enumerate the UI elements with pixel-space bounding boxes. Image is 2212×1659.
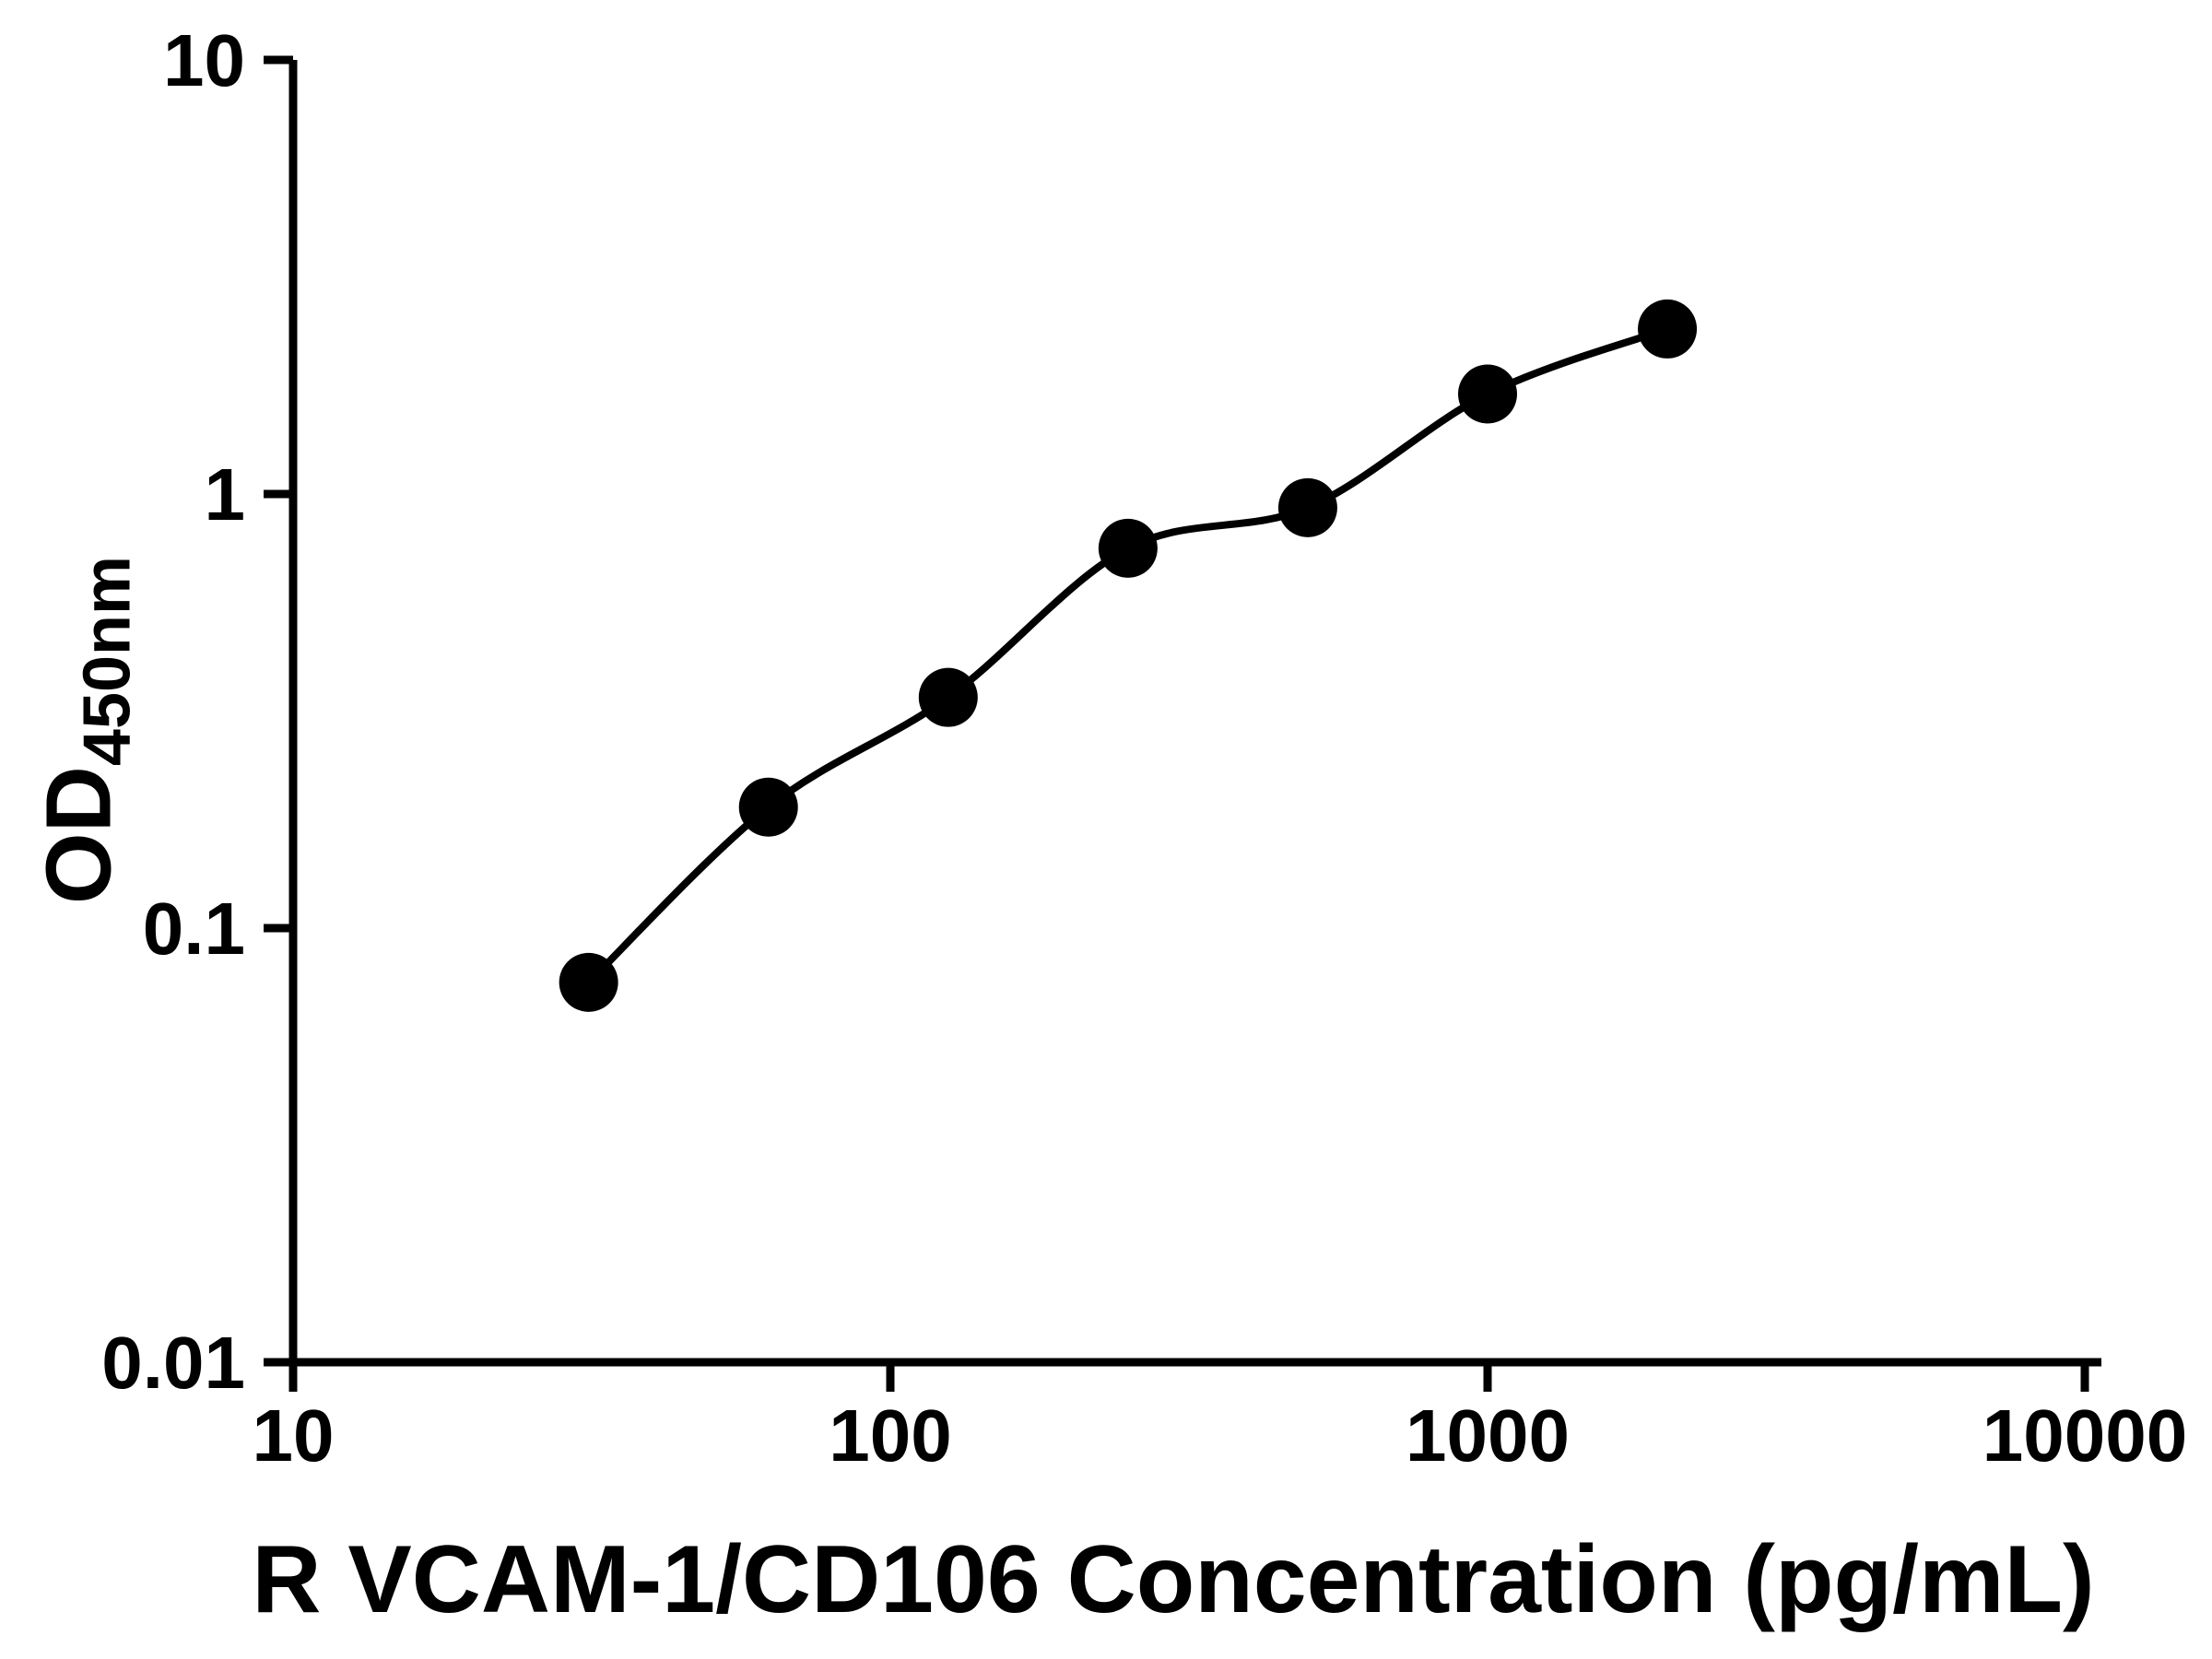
y-tick-label: 10 xyxy=(163,19,245,101)
fit-curve xyxy=(585,325,1669,985)
y-axis-title-main: OD xyxy=(27,766,131,905)
data-point xyxy=(1458,364,1517,424)
x-tick-label: 10 xyxy=(253,1394,335,1477)
x-tick-label: 1000 xyxy=(1406,1394,1570,1477)
x-tick-label: 100 xyxy=(829,1394,951,1477)
data-point xyxy=(918,667,978,727)
x-axis-title: R VCAM-1/CD106 Concentration (pg/mL) xyxy=(252,1526,2095,1633)
data-point xyxy=(559,952,618,1012)
axes xyxy=(264,55,2101,1392)
y-axis-title-subscript: 450nm xyxy=(70,555,145,767)
y-axis-title: OD450nm xyxy=(27,556,146,904)
data-point xyxy=(1277,477,1337,537)
y-tick-label: 1 xyxy=(205,453,246,535)
x-tick-label: 10000 xyxy=(1983,1394,2187,1477)
data-point xyxy=(738,777,798,837)
data-point xyxy=(1638,299,1698,359)
data-points xyxy=(559,299,1698,1012)
y-tick-label: 0.1 xyxy=(143,888,245,970)
data-point xyxy=(1098,518,1158,578)
y-tick-label: 0.01 xyxy=(101,1322,245,1404)
